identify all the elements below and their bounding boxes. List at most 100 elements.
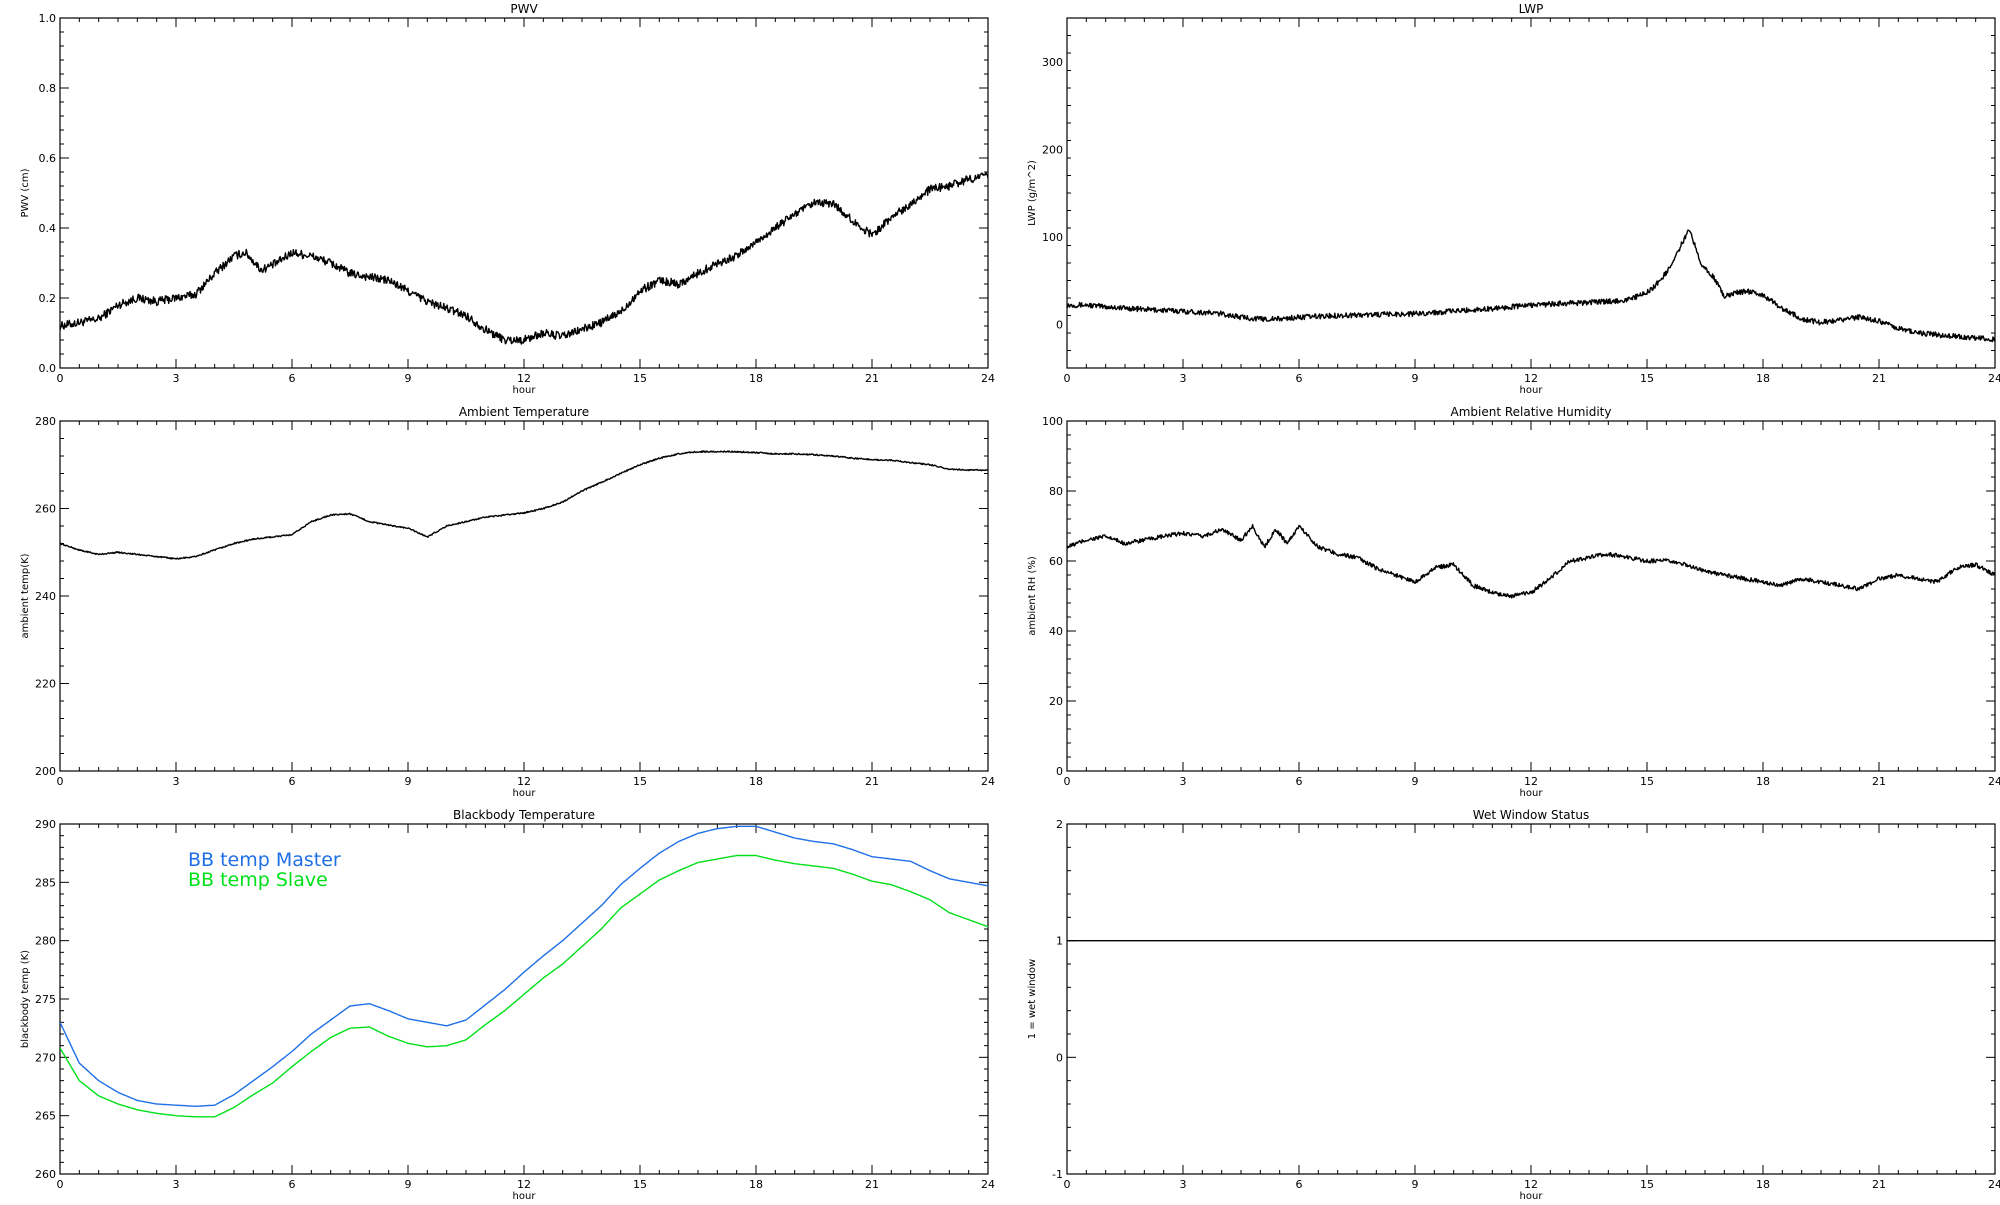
chart-title: Blackbody Temperature [453,808,595,822]
legend-entry: BB temp Master [188,849,341,871]
series-line-bb_temp-0 [60,825,988,1108]
y-tick-label: 260 [35,1168,56,1181]
plot-frame [59,17,989,369]
x-tick-label: 12 [517,1178,531,1191]
y-axis-label: LWP (g/m^2) [1027,160,1038,226]
x-tick-label: 12 [517,775,531,788]
x-tick-label: 21 [1872,1178,1886,1191]
y-tick-label: -1 [1052,1168,1063,1181]
y-tick-label: 1.0 [39,12,57,25]
x-tick-label: 15 [633,775,647,788]
x-tick-label: 6 [289,1178,296,1191]
x-tick-label: 6 [1296,775,1303,788]
chart-ambient_rh: 0 3 6 9 12 15 18 21 24 0 20 40 60 80 100 Ambient Relati… [1027,405,2000,799]
y-tick-label: 300 [1042,56,1063,69]
x-tick-label: 21 [1872,372,1886,385]
x-tick-label: 0 [1064,1178,1071,1191]
x-tick-label: 18 [749,1178,763,1191]
y-tick-label: 0 [1056,1051,1063,1064]
chart-ambient_temp: 0 3 6 9 12 15 18 21 24 200 220 240 260 280 Ambient Tem… [20,405,995,799]
x-tick-label: 12 [1524,372,1538,385]
x-tick-label: 12 [1524,1178,1538,1191]
x-tick-label: 24 [981,372,995,385]
x-tick-label: 3 [1180,775,1187,788]
y-tick-label: 0 [1056,765,1063,778]
x-tick-label: 21 [1872,775,1886,788]
x-tick-label: 24 [1988,372,2000,385]
x-axis-label: hour [1520,385,1544,396]
y-tick-label: 100 [1042,415,1063,428]
plot-frame [59,420,989,772]
x-tick-label: 0 [1064,372,1071,385]
y-axis-label: ambient RH (%) [1027,556,1038,636]
x-tick-label: 6 [1296,1178,1303,1191]
y-tick-label: 285 [35,876,56,889]
y-tick-label: 200 [1042,143,1063,156]
y-tick-label: 200 [35,765,56,778]
chart-bb_temp: 0 3 6 9 12 15 18 21 24 260 265 270 275 280 285 290 Black… [20,808,995,1202]
y-tick-label: 1 [1056,935,1063,948]
y-tick-label: 0.8 [39,82,57,95]
x-tick-label: 21 [865,1178,879,1191]
x-tick-label: 24 [981,775,995,788]
y-tick-label: 20 [1049,695,1063,708]
chart-title: Wet Window Status [1473,808,1589,822]
y-tick-label: 0 [1056,318,1063,331]
y-axis-label: 1 = wet window [1027,959,1038,1039]
series-line-pwv-0 [60,171,988,345]
series-line-lwp-0 [1067,229,1995,343]
x-tick-label: 15 [1640,372,1654,385]
x-tick-label: 18 [1756,1178,1770,1191]
chart-title: PWV [510,2,538,16]
y-tick-label: 220 [35,678,56,691]
x-tick-label: 3 [173,1178,180,1191]
x-tick-label: 0 [57,1178,64,1191]
x-tick-label: 0 [57,775,64,788]
x-tick-label: 9 [1412,1178,1419,1191]
x-tick-label: 18 [1756,775,1770,788]
x-tick-label: 9 [405,775,412,788]
x-tick-label: 3 [1180,1178,1187,1191]
y-tick-label: 40 [1049,625,1063,638]
chart-lwp: 0 3 6 9 12 15 18 21 24 0 100 200 300 LWP hour LWP (g/m^… [1027,2,2000,396]
y-tick-label: 275 [35,993,56,1006]
y-tick-label: 100 [1042,231,1063,244]
x-tick-label: 6 [289,775,296,788]
x-tick-label: 3 [173,775,180,788]
x-tick-label: 0 [57,372,64,385]
y-tick-label: 0.6 [39,152,57,165]
x-tick-label: 3 [173,372,180,385]
chart-title: LWP [1519,2,1544,16]
y-axis-label: PWV (cm) [20,168,31,217]
chart-pwv: 0 3 6 9 12 15 18 21 24 0.0 0.2 0.4 0.6 0.8 1.0 PWV hour P… [20,2,995,396]
series-line-ambient_temp-0 [60,450,988,560]
x-tick-label: 15 [633,1178,647,1191]
x-tick-label: 6 [289,372,296,385]
x-tick-label: 0 [1064,775,1071,788]
y-tick-label: 2 [1056,818,1063,831]
y-tick-label: 0.4 [39,222,57,235]
chart-title: Ambient Temperature [459,405,589,419]
x-tick-label: 9 [405,372,412,385]
x-tick-label: 18 [749,775,763,788]
y-tick-label: 265 [35,1110,56,1123]
x-axis-label: hour [513,788,537,799]
x-tick-label: 12 [517,372,531,385]
x-tick-label: 18 [1756,372,1770,385]
y-tick-label: 0.0 [39,362,57,375]
x-tick-label: 12 [1524,775,1538,788]
x-tick-label: 15 [1640,1178,1654,1191]
y-tick-label: 80 [1049,485,1063,498]
x-tick-label: 15 [1640,775,1654,788]
x-tick-label: 9 [1412,372,1419,385]
x-tick-label: 3 [1180,372,1187,385]
x-tick-label: 24 [1988,1178,2000,1191]
x-tick-label: 9 [1412,775,1419,788]
y-tick-label: 280 [35,935,56,948]
legend-entry: BB temp Slave [188,869,328,891]
series-line-ambient_rh-0 [1067,524,1995,599]
y-tick-label: 290 [35,818,56,831]
